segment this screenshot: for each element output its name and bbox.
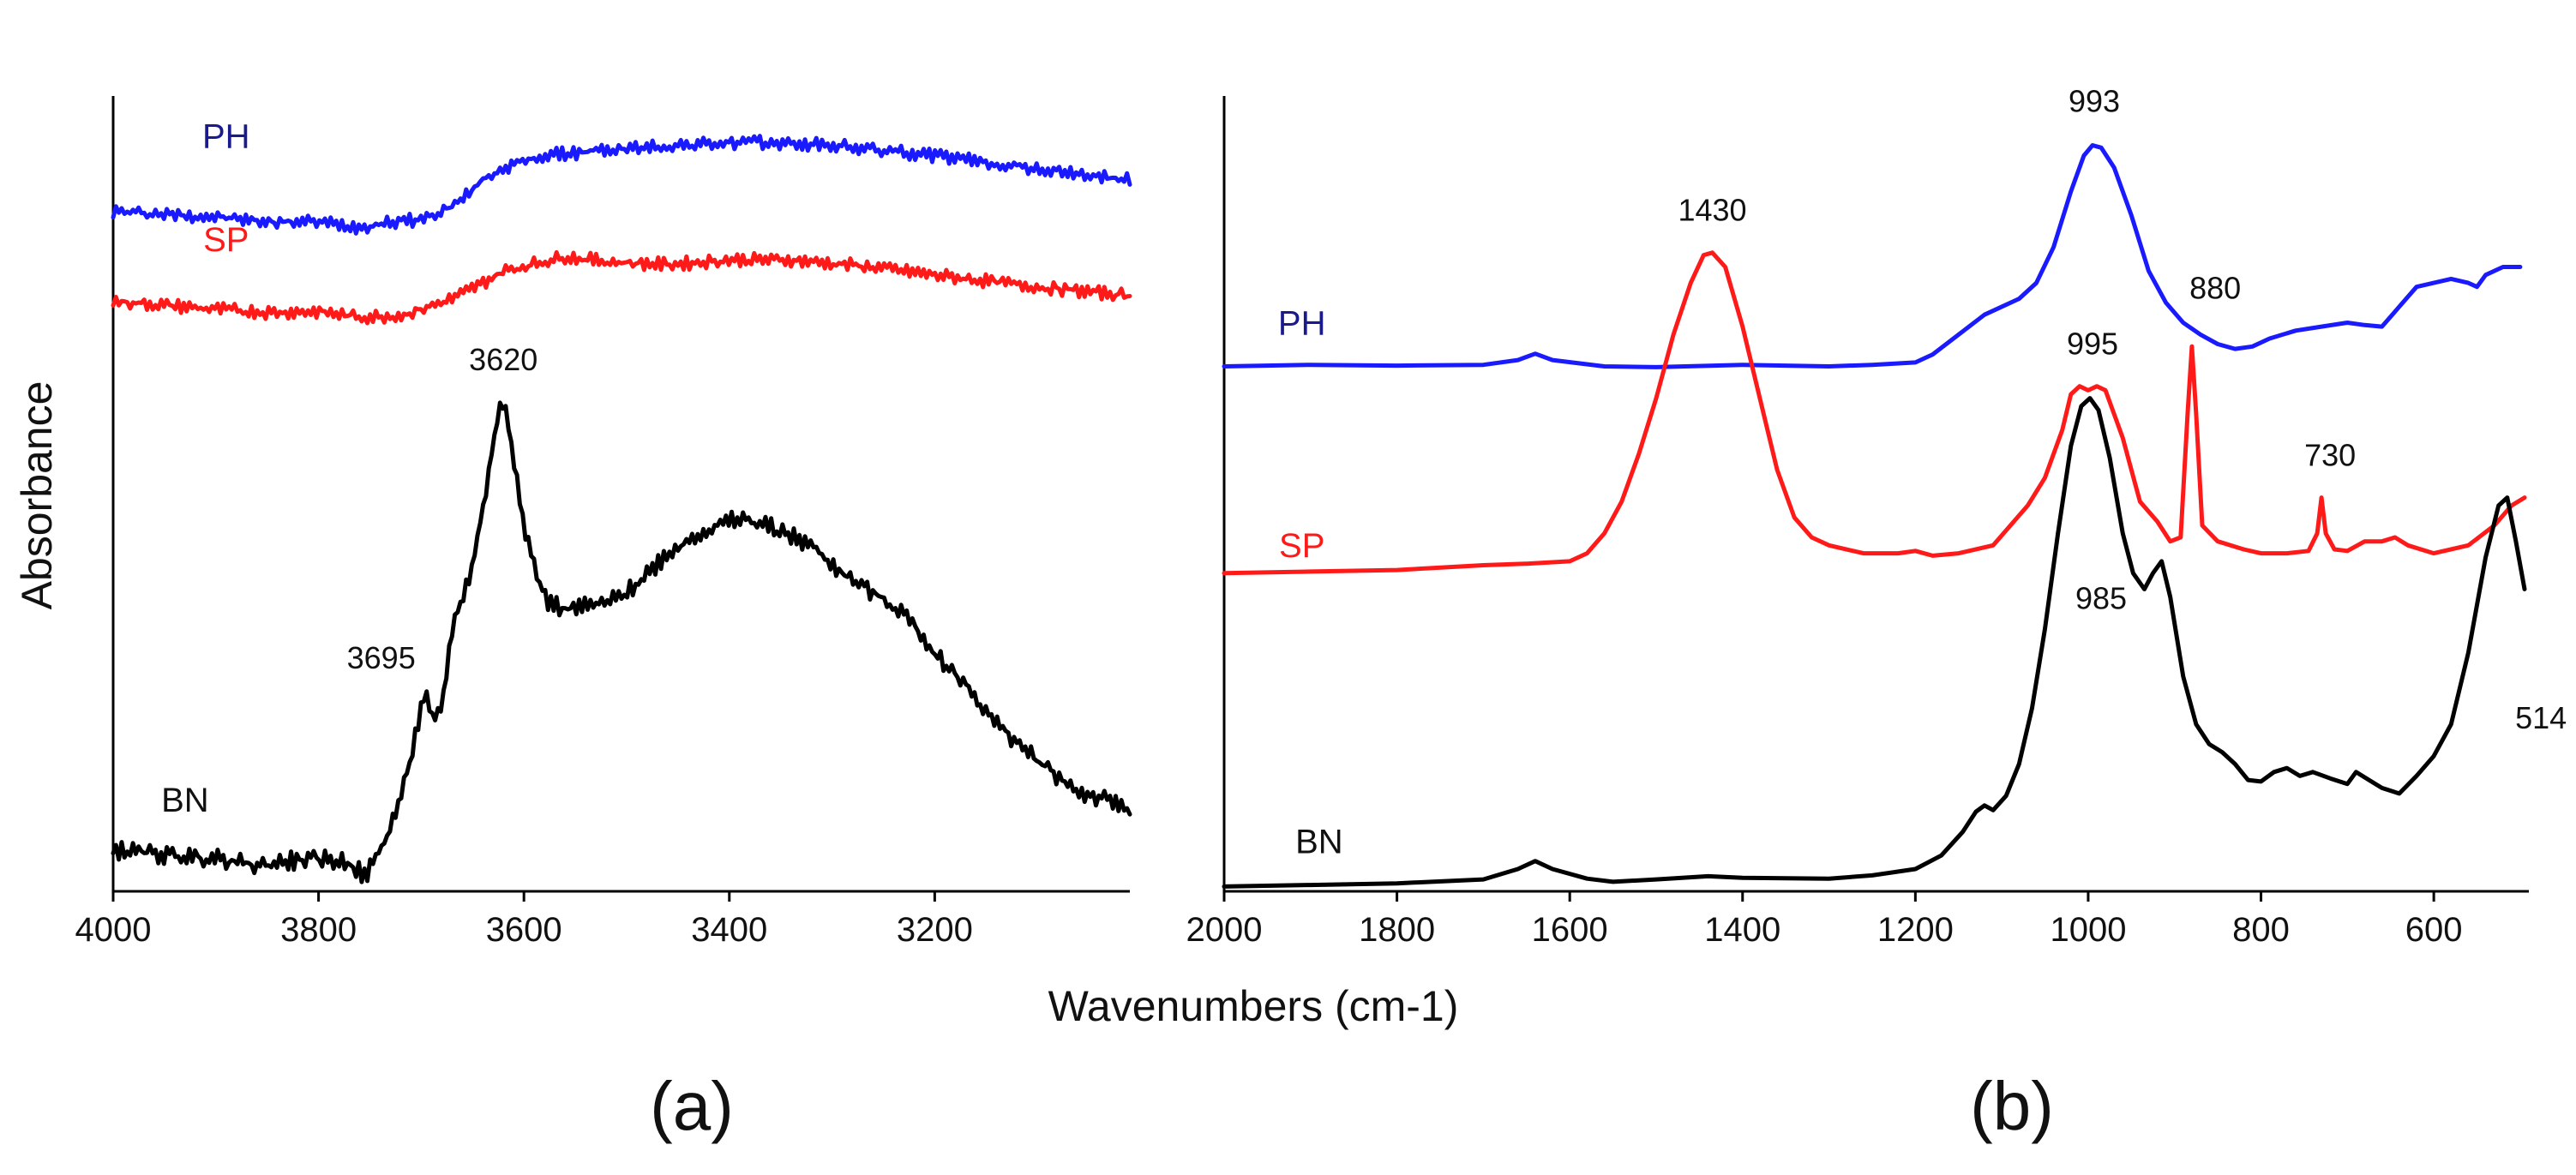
x-tick-label: 1800 (1359, 911, 1435, 949)
series-label-sp: SP (1279, 527, 1324, 565)
peak-label: 514 (2515, 700, 2567, 735)
x-tick-label: 800 (2232, 911, 2290, 949)
x-tick-label: 1200 (1877, 911, 1954, 949)
series-line-bn (1222, 396, 2527, 889)
series-line-ph (111, 134, 1132, 236)
x-tick-label: 3600 (486, 911, 562, 949)
series-line-bn (111, 400, 1132, 884)
x-tick-label: 3800 (280, 911, 357, 949)
series-line-sp (1222, 250, 2527, 576)
panel-b: 2000 1800 1600 1400 1200 1000 800 600 PH SP BN 993 1… (1186, 84, 2567, 949)
peak-label: 993 (2069, 84, 2120, 119)
x-tick-label: 1400 (1704, 911, 1780, 949)
x-tick-label: 2000 (1186, 911, 1263, 949)
panel-b-label: (b) (1970, 1068, 2054, 1144)
peak-label: 995 (2067, 327, 2118, 362)
y-axis-title: Absorbance (13, 381, 61, 610)
series-line-ph (1222, 143, 2523, 369)
series-label-bn: BN (1295, 823, 1343, 860)
peak-label: 3620 (469, 342, 537, 377)
x-tick-label: 4000 (75, 911, 152, 949)
x-tick-label: 600 (2405, 911, 2463, 949)
panel-a: 4000 3800 3600 3400 3200 PH SP BN 3620 3695 (75, 96, 1132, 949)
peak-label: 730 (2304, 438, 2356, 473)
x-axis-title: Wavenumbers (cm-1) (1048, 982, 1459, 1030)
x-tick-label: 1000 (2050, 911, 2126, 949)
series-label-ph: PH (202, 117, 250, 155)
x-tick-label: 3200 (897, 911, 973, 949)
peak-label: 3695 (347, 640, 416, 675)
panel-a-label: (a) (650, 1068, 734, 1144)
peak-label: 1430 (1678, 193, 1746, 228)
peak-label: 880 (2189, 271, 2241, 306)
series-label-sp: SP (203, 221, 249, 259)
x-tick-label: 3400 (691, 911, 767, 949)
series-label-bn: BN (161, 782, 209, 819)
series-line-sp (111, 249, 1132, 326)
series-label-ph: PH (1278, 304, 1326, 342)
peak-label: 985 (2075, 581, 2127, 616)
x-tick-label: 1600 (1532, 911, 1608, 949)
